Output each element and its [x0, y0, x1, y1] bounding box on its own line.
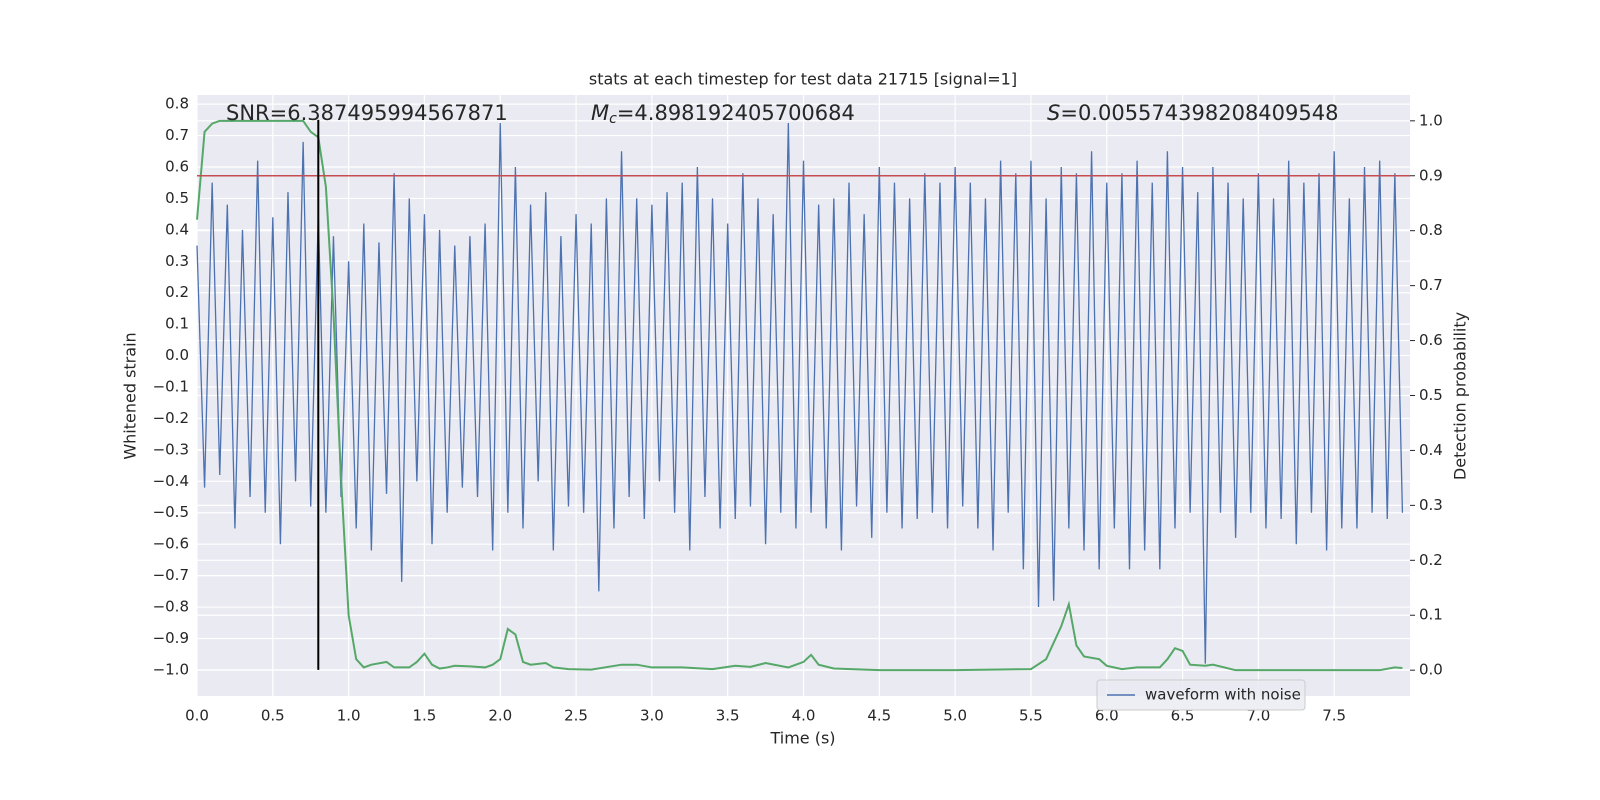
y-tick-label: −0.9 — [153, 629, 189, 647]
x-tick-label: 3.0 — [640, 707, 664, 725]
y-tick-label: −0.8 — [153, 598, 189, 616]
y2-tick-label: 0.3 — [1419, 496, 1443, 514]
x-tick-label: 1.5 — [413, 707, 437, 725]
y2-tick-label: 0.6 — [1419, 331, 1443, 349]
y-tick-label: −0.6 — [153, 535, 189, 553]
x-tick-label: 1.0 — [337, 707, 361, 725]
annotation-text: =0.005574398208409548 — [1060, 101, 1338, 125]
x-tick-label: 2.0 — [488, 707, 512, 725]
y-axis-label: Whitened strain — [121, 332, 140, 459]
y-tick-label: 0.8 — [165, 95, 189, 113]
y2-axis-label: Detection probability — [1451, 312, 1470, 480]
chart-title: stats at each timestep for test data 217… — [589, 70, 1017, 89]
x-axis-label: Time (s) — [769, 729, 835, 748]
y-tick-label: −1.0 — [153, 660, 189, 678]
y-tick-label: 0.1 — [165, 315, 189, 333]
y-tick-label: −0.3 — [153, 440, 189, 458]
x-tick-label: 6.5 — [1171, 707, 1195, 725]
y-tick-label: −0.5 — [153, 503, 189, 521]
x-tick-label: 4.5 — [867, 707, 891, 725]
annotation-symbol: M — [591, 101, 609, 125]
x-tick-label: 7.0 — [1246, 707, 1270, 725]
annotation-subscript: c — [609, 111, 617, 127]
x-tick-label: 2.5 — [564, 707, 588, 725]
y2-tick-label: 0.7 — [1419, 276, 1443, 294]
y-tick-label: −0.2 — [153, 409, 189, 427]
y2-tick-label: 0.0 — [1419, 661, 1443, 679]
y-tick-label: 0.4 — [165, 220, 189, 238]
y2-tick-label: 0.4 — [1419, 441, 1443, 459]
annotation: SNR=6.387495994567871 — [226, 101, 508, 125]
y-tick-label: 0.6 — [165, 157, 189, 175]
series-line — [196, 119, 1403, 672]
x-tick-label: 5.5 — [1019, 707, 1043, 725]
x-tick-label: 0.5 — [261, 707, 285, 725]
y2-tick-label: 0.9 — [1419, 166, 1443, 184]
x-tick-label: 0.0 — [185, 707, 209, 725]
y2-tick-label: 0.1 — [1419, 606, 1443, 624]
y-tick-label: −0.4 — [153, 472, 189, 490]
annotation-symbol: S — [1047, 101, 1060, 125]
y-tick-label: −0.1 — [153, 378, 189, 396]
y2-tick-label: 0.2 — [1419, 551, 1443, 569]
y-tick-label: 0.7 — [165, 126, 189, 144]
y2-tick-label: 0.5 — [1419, 386, 1443, 404]
x-tick-label: 5.0 — [943, 707, 967, 725]
annotation: Mc=4.898192405700684 — [591, 101, 855, 127]
x-tick-label: 4.0 — [792, 707, 816, 725]
annotation-text: =4.898192405700684 — [617, 101, 855, 125]
annotation-text: SNR=6.387495994567871 — [226, 101, 508, 125]
y2-tick-label: 0.8 — [1419, 221, 1443, 239]
y2-tick-label: 1.0 — [1419, 111, 1443, 129]
y-tick-label: 0.3 — [165, 252, 189, 270]
x-tick-label: 7.5 — [1322, 707, 1346, 725]
series-line — [196, 122, 1404, 664]
legend-box — [1096, 679, 1306, 711]
x-tick-label: 3.5 — [716, 707, 740, 725]
y-tick-label: 0.5 — [165, 189, 189, 207]
y-tick-label: 0.2 — [165, 283, 189, 301]
x-tick-label: 6.0 — [1095, 707, 1119, 725]
y-tick-label: −0.7 — [153, 566, 189, 584]
legend-label: waveform with noise — [1145, 686, 1301, 704]
annotation: S=0.005574398208409548 — [1047, 101, 1338, 125]
y-tick-label: 0.0 — [165, 346, 189, 364]
